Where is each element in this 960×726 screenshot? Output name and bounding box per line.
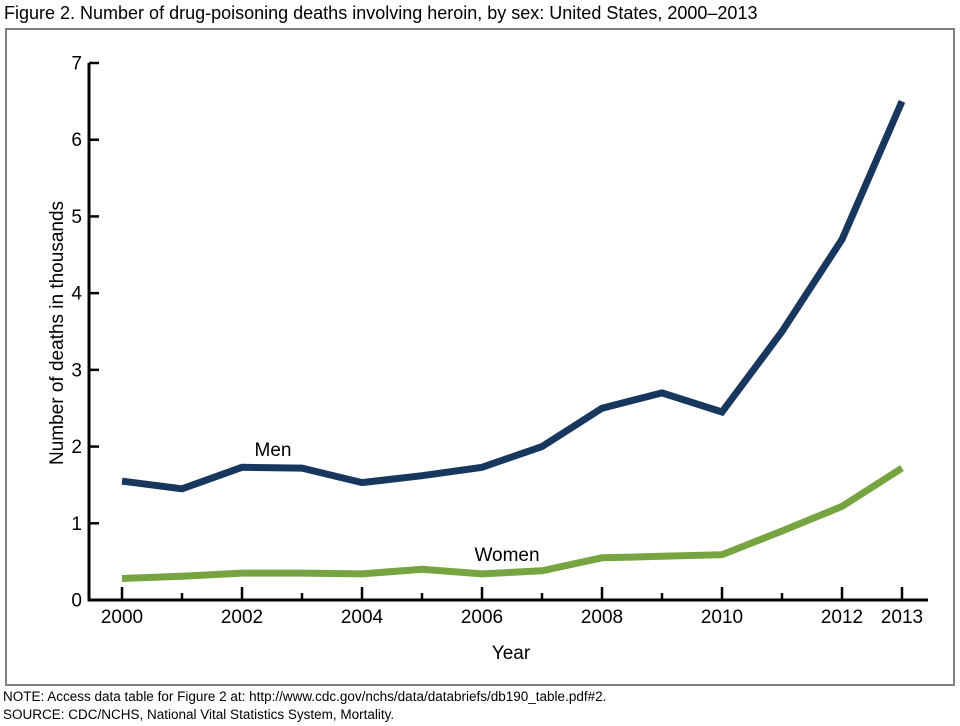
series-label-women: Women	[474, 545, 539, 566]
x-tick-label: 2013	[881, 607, 923, 628]
series-label-men: Men	[255, 440, 292, 461]
x-axis-title: Year	[491, 643, 531, 664]
y-tick-label: 4	[71, 284, 82, 305]
axis-lines	[87, 63, 928, 602]
y-tick-label: 1	[71, 514, 82, 535]
x-tick-label: 2012	[821, 607, 863, 628]
x-tick-label: 2006	[461, 607, 503, 628]
y-tick-label: 3	[71, 360, 82, 381]
y-tick-label: 5	[71, 207, 82, 228]
series-line-women	[121, 465, 904, 582]
x-tick-label: 2008	[581, 607, 623, 628]
x-tick-label: 2010	[701, 607, 743, 628]
note-line: NOTE: Access data table for Figure 2 at:…	[3, 689, 607, 704]
y-tick-label: 0	[71, 591, 82, 612]
series-line-men	[121, 100, 906, 493]
x-tick-label: 2002	[221, 607, 263, 628]
y-tick-label: 6	[71, 130, 82, 151]
y-tick-label: 2	[71, 437, 82, 458]
x-tick-label: 2004	[341, 607, 384, 628]
y-axis-title: Number of deaths in thousands	[47, 200, 68, 466]
footer-notes: NOTE: Access data table for Figure 2 at:…	[3, 688, 606, 723]
source-line: SOURCE: CDC/NCHS, National Vital Statist…	[3, 706, 395, 722]
y-tick-label: 7	[71, 54, 82, 75]
x-tick-label: 2000	[101, 607, 143, 628]
figure-title: Figure 2. Number of drug-poisoning death…	[4, 3, 758, 23]
